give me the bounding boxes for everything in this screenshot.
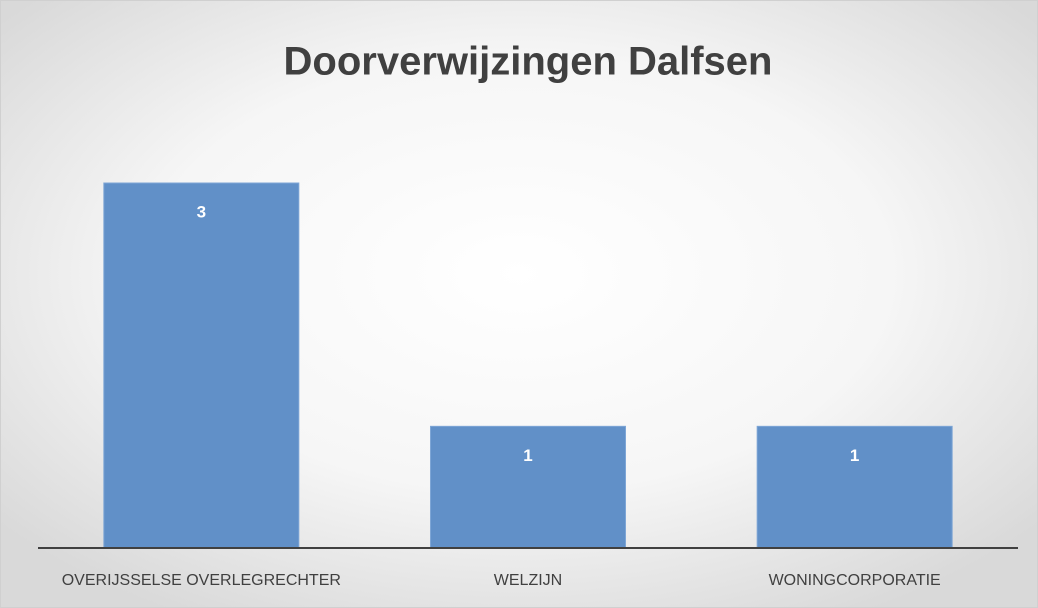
data-label: 3: [197, 202, 206, 221]
data-label: 1: [523, 446, 532, 465]
x-tick-label: WONINGCORPORATIE: [769, 572, 941, 589]
bar: [430, 425, 626, 549]
x-tick-label: WELZIJN: [494, 572, 562, 589]
data-label: 1: [850, 446, 859, 465]
chart-title: Doorverwijzingen Dalfsen: [284, 40, 773, 84]
x-tick-label: OVERIJSSELSE OVERLEGRECHTER: [62, 572, 341, 589]
bar: [103, 182, 300, 549]
bar: [756, 425, 953, 549]
